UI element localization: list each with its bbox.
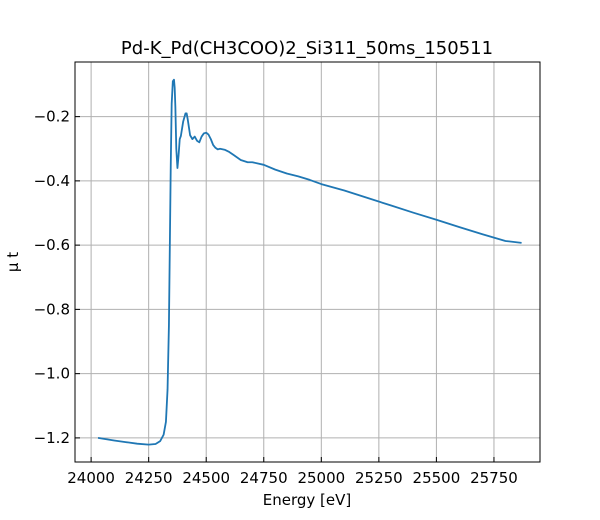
plot-frame	[74, 61, 541, 463]
y-tick-label: −1.0	[34, 365, 70, 383]
y-tick-label: −0.2	[34, 108, 70, 126]
x-axis-ticks: 24000 24250 24500 24750 25000 25250 25500 25750	[67, 457, 518, 487]
x-tick-label: 25500	[413, 469, 461, 487]
x-axis-label: Energy [eV]	[263, 491, 351, 509]
x-tick-label: 24250	[125, 469, 173, 487]
y-axis-label: μ t	[4, 252, 22, 272]
x-tick-label: 24000	[67, 469, 115, 487]
x-tick-label: 25250	[355, 469, 403, 487]
series-line	[97, 78, 522, 446]
series-group	[97, 78, 522, 446]
x-tick-label: 24750	[240, 469, 288, 487]
y-axis-ticks: −1.2 −1.0 −0.8 −0.6 −0.4 −0.2	[34, 108, 80, 447]
y-tick-label: −0.8	[34, 300, 70, 318]
y-tick-label: −0.4	[34, 172, 70, 190]
y-tick-label: −1.2	[34, 429, 70, 447]
chart-title: Pd-K_Pd(CH3COO)2_Si311_50ms_150511	[121, 38, 493, 59]
grid	[75, 62, 540, 462]
x-tick-label: 25750	[470, 469, 518, 487]
y-tick-label: −0.6	[34, 236, 70, 254]
x-tick-label: 24500	[182, 469, 230, 487]
x-tick-label: 25000	[297, 469, 345, 487]
